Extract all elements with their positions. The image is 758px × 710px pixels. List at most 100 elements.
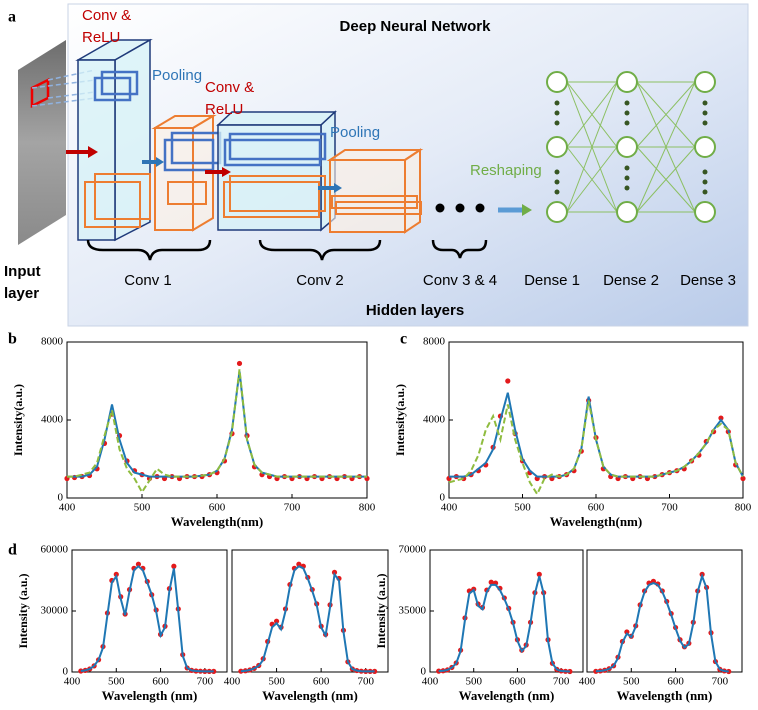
x-tick-label: 400: [579, 676, 596, 688]
flow-arrow: [66, 146, 532, 216]
y-tick-label: 0: [440, 492, 446, 504]
pooling-label: Pooling: [152, 67, 202, 84]
dense-nodes: [546, 71, 716, 223]
y-tick-label: 4000: [423, 414, 446, 426]
y-tick-label: 60000: [41, 544, 69, 556]
x-tick-label: 700: [553, 676, 570, 688]
data-point: [726, 668, 732, 675]
pooling-window: [93, 70, 139, 102]
x-tick-label: 500: [268, 676, 285, 688]
x-tick-label: 400: [224, 676, 241, 688]
y-tick-label: 0: [58, 492, 64, 504]
group-label: Conv 2: [296, 272, 344, 289]
data-line: [595, 572, 729, 673]
diagram-title: Deep Neural Network: [340, 18, 492, 35]
chart: d 400 500 600 700 0 30000 60000 Wavelength (nm) I…: [8, 542, 228, 703]
x-axis-label: Wavelength (nm): [102, 688, 198, 703]
data-point: [624, 629, 630, 635]
y-tick-label: 35000: [399, 605, 427, 617]
data-line: [80, 564, 214, 673]
panel-label: d: [8, 542, 17, 559]
x-tick-label: 500: [465, 676, 482, 688]
plot-frame: [429, 549, 584, 673]
group-label: Dense 1: [524, 272, 580, 289]
x-tick-label: 500: [514, 502, 531, 514]
data-point: [296, 561, 302, 567]
feature-window: [223, 175, 326, 218]
plot-frame: [231, 549, 389, 673]
data-point: [331, 569, 338, 575]
dense-edges: [566, 81, 696, 213]
x-tick-label: 400: [64, 676, 81, 688]
panel-a: a Deep Neural Network: [4, 3, 749, 327]
layer-labels: Conv & ReLU Pooling Conv & ReLU Pooling …: [4, 7, 736, 319]
y-axis-label: Intensity (a.u.): [374, 573, 388, 648]
pooling-block: [326, 148, 424, 234]
conv-relu-label: Conv &: [205, 79, 254, 96]
data-point: [135, 561, 142, 567]
data-point: [372, 668, 378, 674]
data-line: [438, 575, 570, 673]
x-tick-label: 800: [359, 502, 376, 514]
data-point: [78, 668, 84, 674]
group-label: Dense 3: [680, 272, 736, 289]
x-tick-label: 400: [441, 502, 458, 514]
data-point: [211, 668, 217, 674]
y-tick-label: 30000: [41, 605, 69, 617]
x-tick-label: 500: [134, 502, 151, 514]
plot-frame: [71, 549, 228, 673]
x-axis-label: Wavelength (nm): [459, 688, 555, 703]
data-line: [240, 565, 375, 673]
panel-label: a: [8, 9, 16, 26]
pooling-block: [151, 114, 217, 232]
data-point: [536, 571, 542, 578]
x-tick-label: 700: [284, 502, 301, 514]
data-line: [67, 371, 367, 478]
x-tick-label: 600: [588, 502, 605, 514]
y-tick-label: 4000: [41, 414, 64, 426]
y-axis-label: Intensity(a.u.): [393, 384, 407, 456]
reshaping-label: Reshaping: [470, 162, 542, 179]
x-axis-label: Wavelength (nm): [617, 688, 713, 703]
x-axis-label: Wavelength(nm): [171, 514, 263, 529]
x-tick-label: 400: [422, 676, 439, 688]
input-image: [18, 40, 66, 245]
x-tick-label: 600: [667, 676, 684, 688]
x-tick-label: 400: [59, 502, 76, 514]
pooling-label: Pooling: [330, 124, 380, 141]
y-tick-label: 0: [63, 666, 69, 678]
conv-relu-label: ReLU: [82, 29, 120, 46]
panel-label: c: [400, 331, 407, 348]
x-tick-label: 700: [661, 502, 678, 514]
data-point: [488, 579, 494, 585]
data-point: [273, 618, 280, 624]
y-tick-label: 0: [421, 666, 427, 678]
panel-label: b: [8, 331, 17, 348]
data-point: [113, 571, 119, 578]
feature-window: [84, 173, 151, 228]
x-tick-label: 800: [735, 502, 752, 514]
data-point: [505, 378, 511, 384]
group-label: Dense 2: [603, 272, 659, 289]
pooling-window: [223, 132, 327, 167]
x-axis-label: Wavelength(nm): [550, 514, 642, 529]
x-tick-label: 500: [108, 676, 125, 688]
conv-block: [216, 110, 337, 232]
x-axis-label: Wavelength (nm): [262, 688, 358, 703]
data-point: [740, 475, 746, 482]
conv-relu-label: Conv &: [82, 7, 131, 24]
data-point: [171, 563, 177, 569]
y-axis-label: Intensity(a.u.): [11, 384, 25, 456]
x-tick-label: 600: [152, 676, 169, 688]
data-point: [718, 415, 724, 421]
data-point: [593, 668, 599, 674]
plot-frame: [448, 341, 744, 499]
chart: 400 500 600 700 0 35000 70000 Wavelength (nm) In…: [374, 544, 584, 703]
x-tick-label: 600: [209, 502, 226, 514]
conv-relu-label: ReLU: [205, 101, 243, 118]
